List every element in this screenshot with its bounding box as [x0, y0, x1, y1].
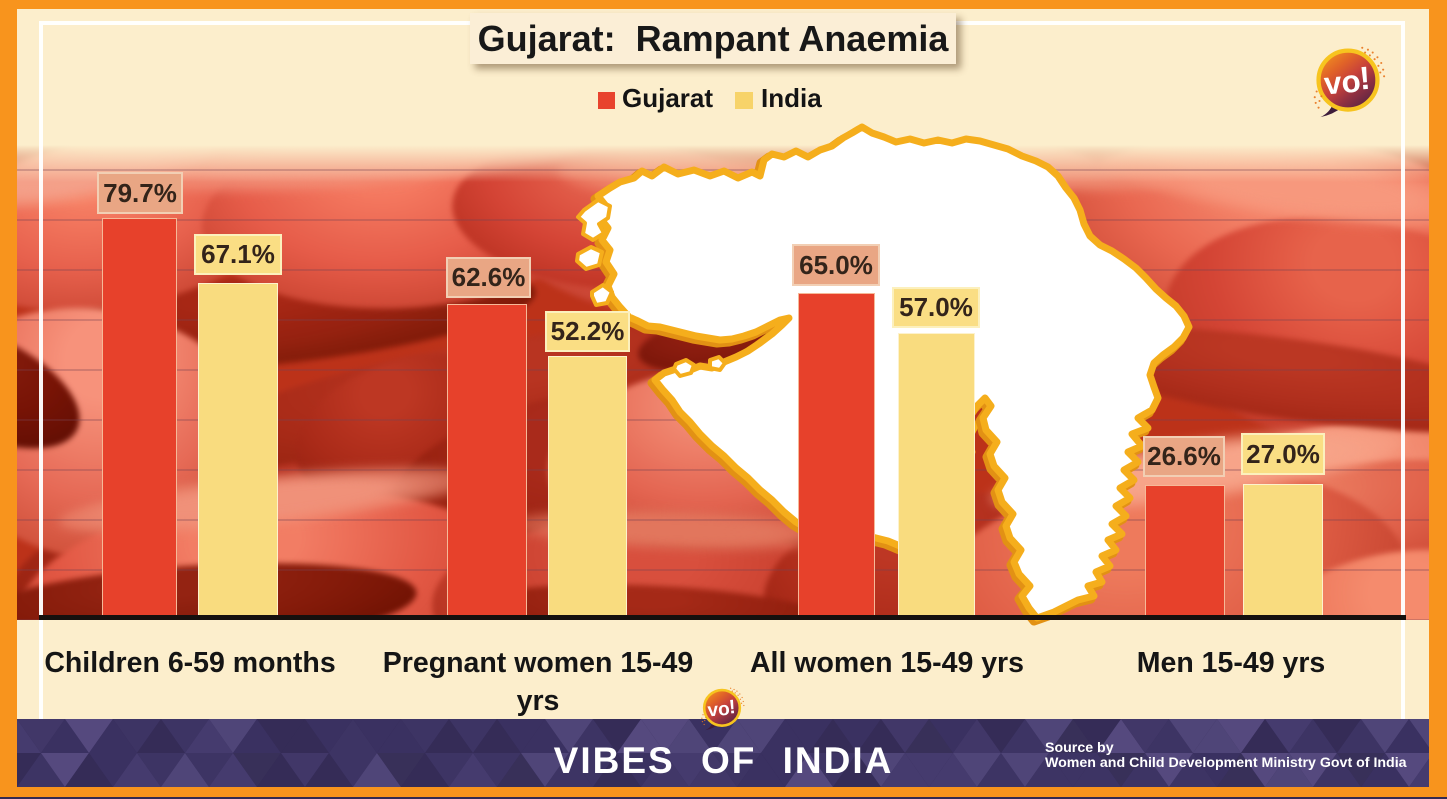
svg-text:!: ! [728, 696, 736, 718]
svg-text:vo: vo [1323, 63, 1362, 101]
svg-text:!: ! [1358, 60, 1372, 97]
svg-text:vo: vo [707, 699, 731, 722]
